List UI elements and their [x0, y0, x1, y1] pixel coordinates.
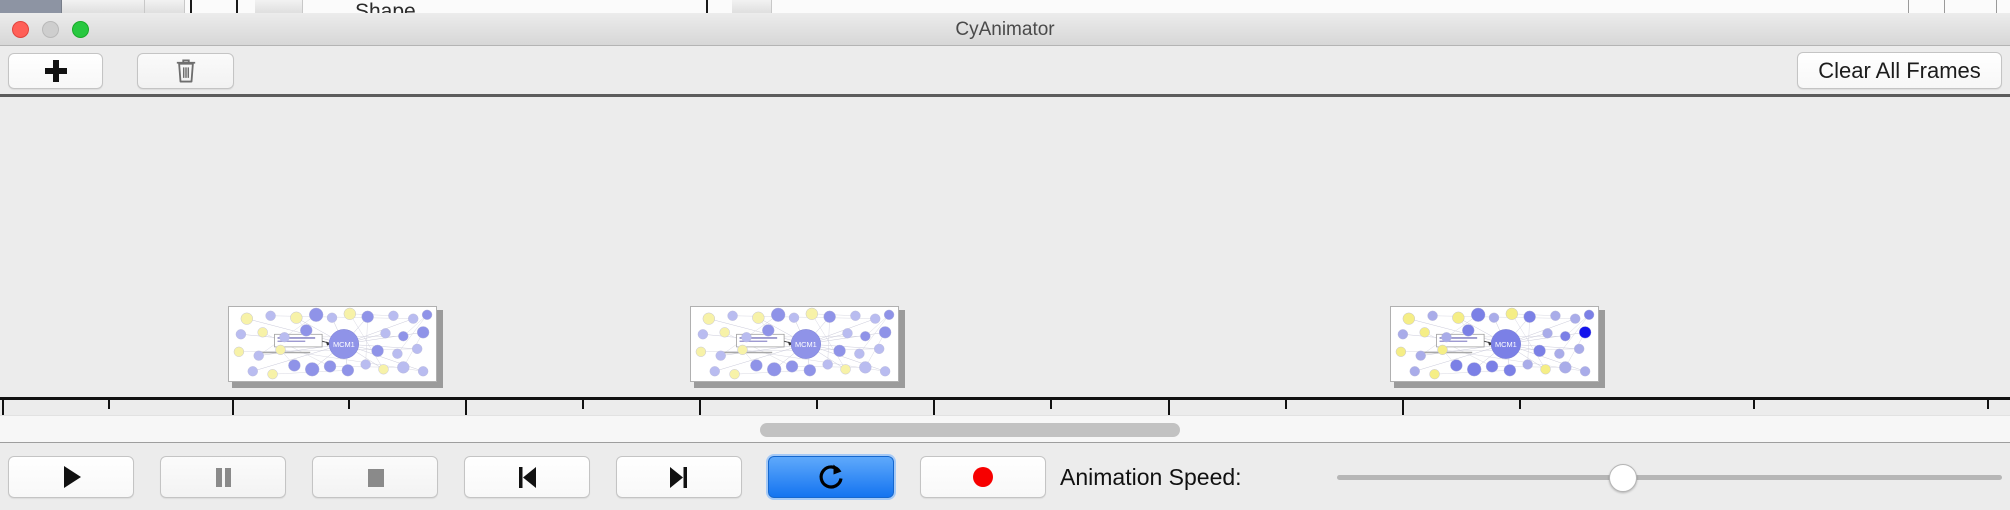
svg-text:MCM1: MCM1: [795, 340, 817, 349]
timeline-tick-minor: [1519, 400, 1521, 409]
toolbar-separator: [0, 94, 2010, 97]
next-frame-button[interactable]: [616, 456, 742, 498]
timeline-frame[interactable]: MCM1: [690, 306, 905, 388]
bg-tick: [1996, 0, 1997, 13]
timeline-tick-major: [232, 400, 234, 415]
bg-chunk: [732, 0, 772, 13]
record-button[interactable]: [920, 456, 1046, 498]
timeline-tick-major: [933, 400, 935, 415]
svg-text:MCM1: MCM1: [333, 340, 355, 349]
timeline-tick-minor: [816, 400, 818, 409]
minimize-button[interactable]: [42, 21, 59, 38]
timeline-tick-minor: [348, 400, 350, 409]
stop-button[interactable]: [312, 456, 438, 498]
delete-frame-button[interactable]: [137, 53, 234, 89]
timeline-tick-minor: [1050, 400, 1052, 409]
plus-icon: [44, 60, 67, 82]
bg-tick: [706, 0, 708, 13]
pause-button[interactable]: [160, 456, 286, 498]
play-icon: [64, 466, 81, 488]
toolbar: Clear All Frames: [0, 46, 2010, 94]
timeline-frame[interactable]: MCM1: [228, 306, 443, 388]
timeline-tick-minor: [1753, 400, 1755, 409]
animation-speed-thumb[interactable]: [1608, 464, 1637, 492]
clear-all-frames-label: Clear All Frames: [1818, 57, 1981, 83]
bg-window-title: Shape: [355, 0, 416, 14]
svg-text:MCM1: MCM1: [1495, 340, 1517, 349]
timeline-tick-minor: [1987, 400, 1989, 409]
timeline-axis-line: [0, 397, 2010, 400]
background-window-strip: Shape: [0, 0, 2010, 13]
bg-chunk: [145, 0, 185, 13]
bg-tick: [1908, 0, 1909, 13]
frame-thumbnail[interactable]: MCM1: [228, 306, 437, 382]
timeline-tick-major: [1402, 400, 1404, 415]
stop-icon: [368, 469, 384, 487]
skip-to-end-icon: [670, 467, 687, 488]
timeline-tick-major: [2, 400, 4, 415]
bg-chunk: [255, 0, 303, 13]
timeline-tick-minor: [1285, 400, 1287, 409]
timeline-frame[interactable]: MCM1: [1390, 306, 1605, 388]
bg-tick: [190, 0, 192, 13]
trash-icon: [176, 59, 195, 83]
close-button[interactable]: [12, 21, 29, 38]
playback-bar: Animation Speed:: [0, 444, 2010, 510]
pause-icon: [216, 468, 231, 487]
skip-to-start-icon: [519, 467, 536, 488]
timeline-tick-major: [699, 400, 701, 415]
maximize-button[interactable]: [72, 21, 89, 38]
bg-chunk: [62, 0, 145, 13]
animation-speed-label: Animation Speed:: [1060, 464, 1242, 490]
frame-thumbnail[interactable]: MCM1: [690, 306, 899, 382]
loop-button[interactable]: [768, 456, 894, 498]
play-button[interactable]: [8, 456, 134, 498]
timeline-panel[interactable]: MCM1 MCM1 MCM1 12131415161718 Seconds: [0, 97, 2010, 415]
title-bar: CyAnimator: [0, 13, 2010, 46]
timeline-tick-minor: [108, 400, 110, 409]
timeline-scrollbar[interactable]: [0, 415, 2010, 443]
scrollbar-thumb[interactable]: [760, 423, 1180, 437]
bg-tick: [1944, 0, 1945, 13]
timeline-tick-minor: [582, 400, 584, 409]
record-icon: [973, 467, 993, 487]
animation-speed-slider[interactable]: [1337, 475, 2002, 480]
frame-thumbnail[interactable]: MCM1: [1390, 306, 1599, 382]
clear-all-frames-button[interactable]: Clear All Frames: [1797, 52, 2002, 89]
window-title: CyAnimator: [955, 19, 1055, 40]
bg-chunk: [0, 0, 62, 13]
add-frame-button[interactable]: [8, 53, 103, 89]
timeline-tick-major: [465, 400, 467, 415]
timeline-tick-major: [1168, 400, 1170, 415]
previous-frame-button[interactable]: [464, 456, 590, 498]
loop-icon: [819, 464, 843, 489]
bg-tick: [236, 0, 238, 13]
